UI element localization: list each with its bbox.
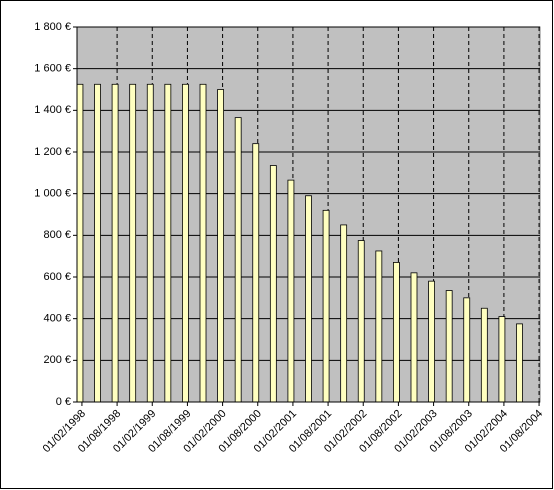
y-tick-label: 0 €: [56, 396, 71, 408]
bar: [217, 89, 224, 403]
bar: [480, 307, 488, 403]
bar: [305, 195, 312, 403]
bar: [322, 209, 330, 403]
bar: [463, 297, 471, 403]
bar: [146, 83, 154, 403]
y-tick-label: 1 000 €: [34, 188, 71, 200]
bar: [287, 179, 295, 403]
bar: [76, 83, 84, 403]
bar: [498, 316, 506, 403]
bar: [516, 323, 523, 403]
bar: [182, 83, 189, 403]
y-tick-label: 600 €: [43, 271, 71, 283]
bar: [111, 83, 119, 403]
y-tick-label: 1 800 €: [34, 21, 71, 33]
y-tick-label: 800 €: [43, 229, 71, 241]
y-tick-label: 1 400 €: [34, 104, 71, 116]
y-tick-label: 200 €: [43, 354, 71, 366]
bar: [410, 272, 418, 403]
bar: [445, 290, 453, 403]
bar: [375, 250, 383, 403]
bar: [357, 240, 365, 403]
bar: [234, 117, 242, 403]
bar: [199, 83, 207, 403]
bar: [269, 165, 277, 403]
bar: [252, 143, 260, 403]
y-tick-label: 1 600 €: [34, 63, 71, 75]
y-tick-label: 1 200 €: [34, 146, 71, 158]
bar: [164, 83, 172, 403]
bar: [393, 262, 400, 403]
y-tick-label: 400 €: [43, 313, 71, 325]
bar: [340, 224, 348, 403]
bar: [94, 83, 101, 403]
bar: [129, 83, 137, 403]
bar: [428, 280, 435, 403]
